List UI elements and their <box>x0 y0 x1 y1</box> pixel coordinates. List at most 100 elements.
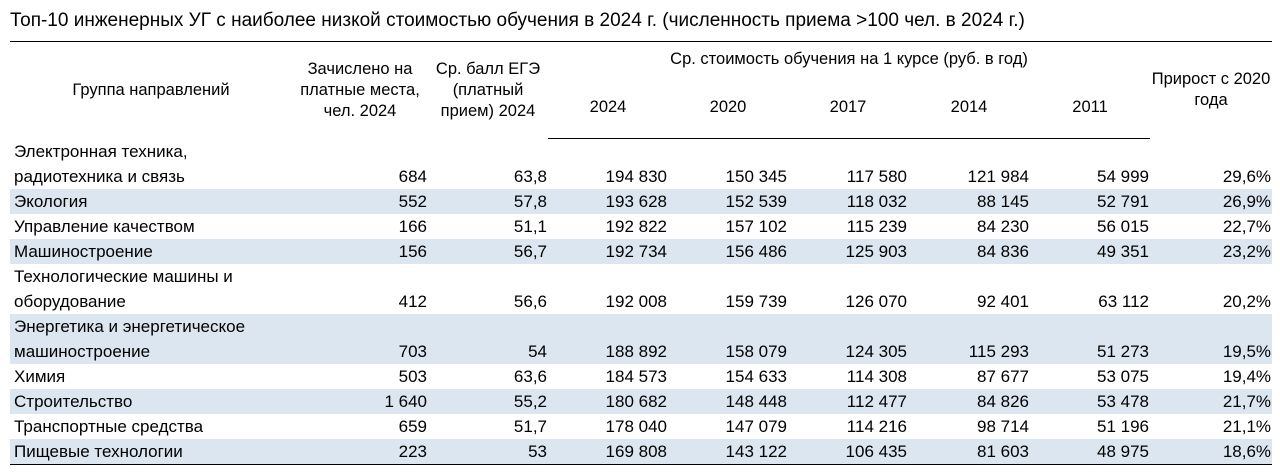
cell-c2011: 53 075 <box>1097 367 1150 386</box>
cell-c2017: 106 435 <box>788 439 908 465</box>
cell-enrolled: 703 <box>292 314 428 364</box>
table-row: Пищевые технологии 223 53 169 808 143 122 106… <box>10 439 1273 465</box>
table-row: Электронная техника, радиотехника и связ… <box>10 139 1272 190</box>
header-year: 2014 <box>908 76 1030 139</box>
cell-ege: 63,8 <box>513 167 547 186</box>
header-ege: Ср. балл ЕГЭ (платный прием) 2024 <box>435 59 541 120</box>
cell-c2024: 192 822 <box>605 217 667 236</box>
table-row: Экология 552 57,8 193 628 152 539 118 032 88 1… <box>10 189 1273 214</box>
cell-ege: 53 <box>428 439 548 465</box>
header-year: 2017 <box>788 76 908 139</box>
cell-enrolled: 156 <box>292 239 428 264</box>
table-row: Технологические машины и оборудование 412… <box>10 264 1272 314</box>
cell-ege: 55,2 <box>428 389 548 414</box>
cell-ege: 57,8 <box>428 189 548 214</box>
cell-c2011: 56 015 <box>1097 217 1150 236</box>
page-title: Топ-10 инженерных УГ с наиболее низкой с… <box>10 10 1025 31</box>
cell-growth: 21,1% <box>1222 417 1272 436</box>
cell-c2017: 115 239 <box>846 217 907 236</box>
cell-c2024: 184 573 <box>605 367 667 386</box>
cell-c2020: 159 739 <box>725 292 787 311</box>
cell-c2017: 117 580 <box>846 167 907 186</box>
cell-ege: 54 <box>428 314 548 364</box>
cell-group-name: Экология <box>10 189 292 214</box>
cell-group-name: Технологические машины и оборудование <box>14 267 233 311</box>
header-year: 2011 <box>1030 76 1151 139</box>
header-growth: Прирост с 2020 года <box>1151 70 1271 110</box>
cell-c2014: 84 836 <box>908 239 1030 264</box>
cell-c2017: 124 305 <box>788 314 908 364</box>
header-cost-group: Ср. стоимость обучения на 1 курсе (руб. … <box>670 49 1028 68</box>
cell-c2011: 53 478 <box>1030 389 1151 414</box>
cell-group-name: Транспортные средства <box>14 417 204 436</box>
cell-enrolled: 1 640 <box>292 389 428 414</box>
header-enrolled: Зачислено на платные места, чел. 2024 <box>300 59 420 120</box>
cell-c2024: 169 808 <box>548 439 668 465</box>
header-year: 2020 <box>668 76 788 139</box>
cell-growth: 22,7% <box>1222 217 1272 236</box>
cell-ege: 63,6 <box>513 367 547 386</box>
cell-c2014: 84 230 <box>977 217 1029 236</box>
cell-growth: 29,6% <box>1222 167 1272 186</box>
cell-c2011: 48 975 <box>1030 439 1151 465</box>
cell-ege: 51,1 <box>513 217 547 236</box>
cell-c2011: 54 999 <box>1097 167 1150 186</box>
cell-c2017: 114 308 <box>846 367 907 386</box>
cell-growth: 19,5% <box>1150 314 1273 364</box>
cell-growth: 19,4% <box>1222 367 1272 386</box>
cell-c2020: 143 122 <box>668 439 788 465</box>
cell-c2011: 51 196 <box>1097 417 1150 436</box>
cell-c2024: 180 682 <box>548 389 668 414</box>
cell-group-name: Химия <box>14 367 66 386</box>
cell-c2017: 126 070 <box>845 292 907 311</box>
header-group: Группа направлений <box>72 80 230 99</box>
cell-c2024: 192 008 <box>605 292 667 311</box>
cell-enrolled: 659 <box>398 417 427 436</box>
header-row-2: 2024 2020 2017 2014 2011 <box>10 76 1272 139</box>
cell-c2014: 87 677 <box>977 367 1029 386</box>
table-body: Электронная техника, радиотехника и связ… <box>10 139 1273 465</box>
cell-c2017: 114 216 <box>846 417 907 436</box>
cell-enrolled: 684 <box>398 167 427 186</box>
table-row: Энергетика и энергетическое машиностроен… <box>10 314 1273 364</box>
cell-c2020: 148 448 <box>668 389 788 414</box>
cell-ege: 56,6 <box>513 292 547 311</box>
cell-c2017: 112 477 <box>788 389 908 414</box>
cell-c2014: 115 293 <box>908 314 1030 364</box>
cell-c2020: 158 079 <box>668 314 788 364</box>
cell-ege: 56,7 <box>428 239 548 264</box>
cell-ege: 51,7 <box>513 417 547 436</box>
cell-c2014: 88 145 <box>908 189 1030 214</box>
cell-c2017: 118 032 <box>788 189 908 214</box>
cell-c2024: 194 830 <box>605 167 667 186</box>
cell-c2014: 84 826 <box>908 389 1030 414</box>
cell-enrolled: 166 <box>398 217 427 236</box>
cell-growth: 20,2% <box>1222 292 1272 311</box>
header-year: 2024 <box>548 76 668 139</box>
cell-group-name: Энергетика и энергетическое машиностроен… <box>10 314 292 364</box>
cell-c2011: 52 791 <box>1030 189 1151 214</box>
cell-c2011: 49 351 <box>1030 239 1151 264</box>
cell-c2020: 157 102 <box>725 217 787 236</box>
cell-c2024: 188 892 <box>548 314 668 364</box>
table-row: Управление качеством 166 51,1 192 822 157 10… <box>10 214 1272 239</box>
table-row: Машиностроение 156 56,7 192 734 156 486 125 9… <box>10 239 1273 264</box>
cell-group-name: Управление качеством <box>14 217 195 236</box>
cell-c2020: 156 486 <box>668 239 788 264</box>
cell-c2020: 152 539 <box>668 189 788 214</box>
cell-c2024: 192 734 <box>548 239 668 264</box>
cell-group-name: Пищевые технологии <box>10 439 292 465</box>
cell-c2020: 150 345 <box>725 167 787 186</box>
table-row: Химия 503 63,6 184 573 154 633 114 308 87 677 5… <box>10 364 1272 389</box>
cell-group-name: Строительство <box>10 389 292 414</box>
table-row: Транспортные средства 659 51,7 178 040 147 0… <box>10 414 1272 439</box>
header-row-1: Группа направлений Зачислено на платные … <box>10 41 1273 120</box>
cell-c2014: 121 984 <box>967 167 1029 186</box>
cell-c2017: 125 903 <box>788 239 908 264</box>
cell-c2020: 147 079 <box>725 417 787 436</box>
cell-c2014: 92 401 <box>977 292 1029 311</box>
cell-growth: 18,6% <box>1150 439 1273 465</box>
cell-c2024: 193 628 <box>548 189 668 214</box>
cell-c2014: 98 714 <box>977 417 1029 436</box>
cell-group-name: Машиностроение <box>10 239 292 264</box>
